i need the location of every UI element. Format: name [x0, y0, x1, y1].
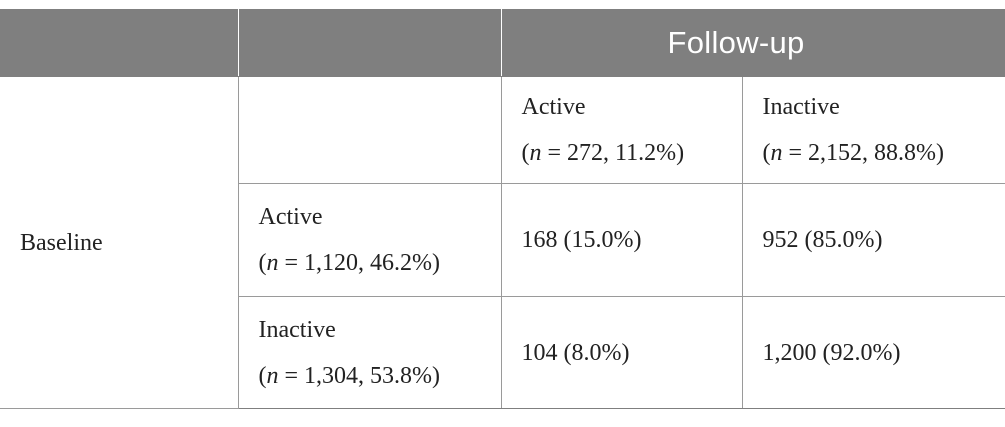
empty-corner-cell	[237, 76, 502, 184]
transition-table-container: Follow-up Baseline Active (n = 272, 11.2…	[0, 9, 1005, 409]
header-empty-cell-2	[237, 9, 501, 77]
table-row: Baseline Active (n = 272, 11.2%) Inactiv…	[0, 76, 1005, 409]
col-active-n: (n = 272, 11.2%)	[521, 140, 685, 166]
cell-active-to-active: 168 (15.0%)	[500, 183, 743, 297]
col-header-active: Active (n = 272, 11.2%)	[500, 76, 743, 184]
row-inactive-label: Inactive	[258, 316, 336, 343]
col-active-label: Active	[521, 94, 586, 120]
cell-active-to-inactive: 952 (85.0%)	[741, 183, 1005, 297]
row-header-active: Active (n = 1,120, 46.2%)	[238, 183, 502, 297]
col-inactive-label: Inactive	[762, 94, 840, 120]
row-inactive-n: (n = 1,304, 53.8%)	[258, 362, 441, 389]
activity-transition-table: Follow-up Baseline Active (n = 272, 11.2…	[0, 9, 1005, 409]
row-active-label: Active	[258, 204, 323, 230]
baseline-label-cell: Baseline	[0, 76, 239, 409]
table-row: Active (n = 1,120, 46.2%) 168 (15.0%) 95…	[0, 183, 1005, 297]
table-row: Inactive (n = 1,304, 53.8%) 104 (8.0%) 1…	[0, 296, 1005, 409]
cell-inactive-to-active: 104 (8.0%)	[500, 296, 743, 409]
row-header-inactive: Inactive (n = 1,304, 53.8%)	[238, 296, 502, 409]
header-empty-cell-1	[0, 9, 238, 77]
col-header-inactive: Inactive (n = 2,152, 88.8%)	[741, 76, 1005, 184]
col-inactive-n: (n = 2,152, 88.8%)	[762, 140, 945, 166]
followup-header: Follow-up	[500, 9, 1005, 77]
cell-inactive-to-inactive: 1,200 (92.0%)	[741, 296, 1005, 409]
baseline-label: Baseline	[20, 229, 103, 256]
row-active-n: (n = 1,120, 46.2%)	[258, 250, 441, 276]
header-row: Follow-up	[0, 9, 1005, 77]
